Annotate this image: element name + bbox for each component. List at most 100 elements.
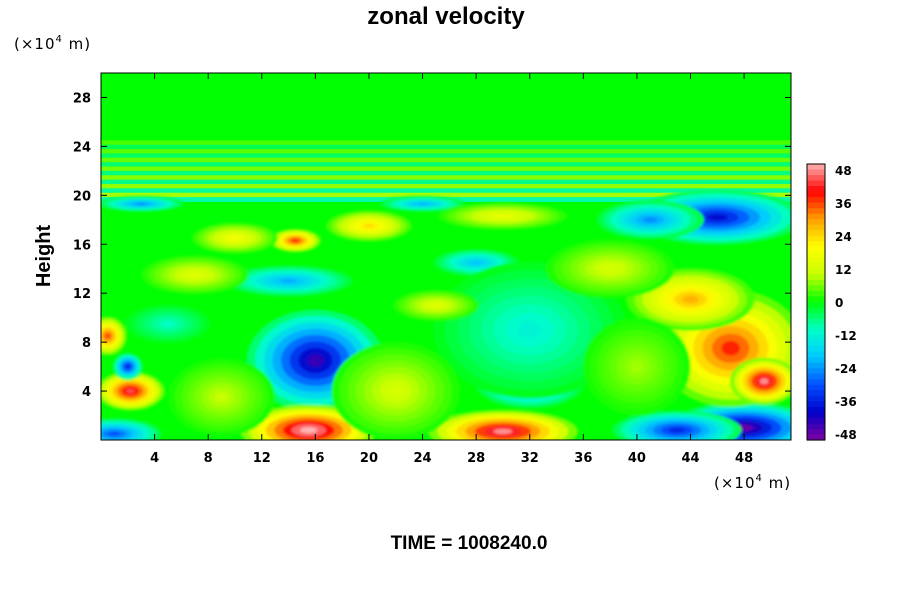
colorbar-tick-label: 24 [835,230,852,244]
band-stripe [101,170,791,176]
band-stripe [101,183,791,189]
colorbar-cell [807,329,825,336]
contour-level [759,378,769,385]
colorbar-cell [807,186,825,193]
colorbar-ticks: 48 36 24 12 0 -12 -24 -36 -48 [835,164,857,442]
contour-level [417,202,428,205]
colorbar-cell [807,285,825,292]
colorbar-cell [807,395,825,402]
contour-level [280,279,297,283]
contour-level [706,213,729,221]
band-stripe [101,144,791,150]
contour-level [229,236,241,241]
colorbar-cell [807,384,825,391]
colorbar-cell [807,423,825,430]
band-stripe [101,153,791,159]
colorbar-cell [807,362,825,369]
heatmap-feature [112,352,143,381]
contour-level [125,364,130,369]
colorbar-tick-label: -48 [835,428,857,442]
colorbar-cell [807,335,825,342]
colorbar-cell [807,313,825,320]
colorbar-cell [807,213,825,220]
colorbar-tick-label: 0 [835,296,843,310]
y-axis-ticks: 4 8 12 16 20 24 28 [73,91,791,400]
band-stripe [101,192,791,198]
heatmap-feature [326,210,412,242]
colorbar-cell [807,434,825,441]
colorbar-cell [807,224,825,231]
heatmap-feature [427,409,578,440]
colorbar-cell [807,235,825,242]
contour-level [105,333,111,339]
plot-frame [100,72,792,441]
colorbar-cell [807,412,825,419]
contour-level [721,340,741,356]
contour-level [300,427,318,434]
contour-level [292,239,299,243]
contour-level [387,384,404,398]
heatmap-feature [125,304,211,344]
band-stripe [101,157,791,163]
heatmap-feature [269,228,321,253]
colorbar-cell [807,417,825,425]
contour-level [306,354,324,367]
y-tick-label: 28 [73,91,91,106]
chart-title: zonal velocity [367,3,525,30]
x-tick-label: 40 [628,451,646,466]
heatmap-feature [101,196,185,212]
contour-level [470,260,482,265]
band-stripe [101,162,791,167]
y-tick-label: 12 [73,287,91,302]
x-tick-label: 32 [521,451,539,466]
contour-level [214,392,229,403]
heatmap-feature [101,316,127,356]
colorbar-cell [807,197,825,204]
heatmap-feature [433,261,627,399]
colorbar-tick-label: -24 [835,362,857,376]
colorbar-cell [807,307,825,314]
x-tick-label: 20 [360,451,378,466]
band-stripe [101,140,791,146]
heatmap-feature [331,342,461,440]
x-tick-label: 4 [150,451,159,466]
y-tick-label: 20 [73,189,91,204]
y-axis-label: Height [33,225,55,288]
contour-level [363,223,375,228]
contour-level [630,360,644,373]
band-stripe [101,188,791,194]
heatmap-feature [101,371,165,411]
x-tick-label: 24 [414,451,432,466]
contour-level [602,265,619,273]
colorbar-cell [807,246,825,253]
x-tick-label: 16 [306,451,324,466]
band-stripe [101,175,791,181]
colorbar-cell [807,241,825,248]
heatmap-feature [224,265,353,297]
colorbar-tick-label: 48 [835,164,852,178]
contour-level [517,321,542,339]
heatmap-field [101,73,791,440]
x-tick-label: 36 [574,451,592,466]
contour-level [643,217,658,223]
colorbar-tick-label: 12 [835,263,852,277]
colorbar-cell [807,318,825,325]
colorbar-cell [807,346,825,353]
colorbar-cell [807,428,825,436]
heatmap-feature [545,239,675,299]
colorbar-cell [807,230,825,237]
colorbar-tick-label: 36 [835,197,852,211]
contour-level [493,428,513,435]
colorbar-cell [807,340,825,347]
heatmap-feature [141,255,249,295]
colorbar-cell [807,274,825,281]
colorbar-cell [807,169,825,176]
colorbar-cell [807,351,825,358]
heatmap-features [101,189,791,440]
colorbar-cell [807,208,825,215]
heatmap-feature [101,418,162,440]
band-stripe [101,179,791,185]
heatmap-feature [192,222,278,254]
time-label: TIME = 1008240.0 [391,533,548,554]
